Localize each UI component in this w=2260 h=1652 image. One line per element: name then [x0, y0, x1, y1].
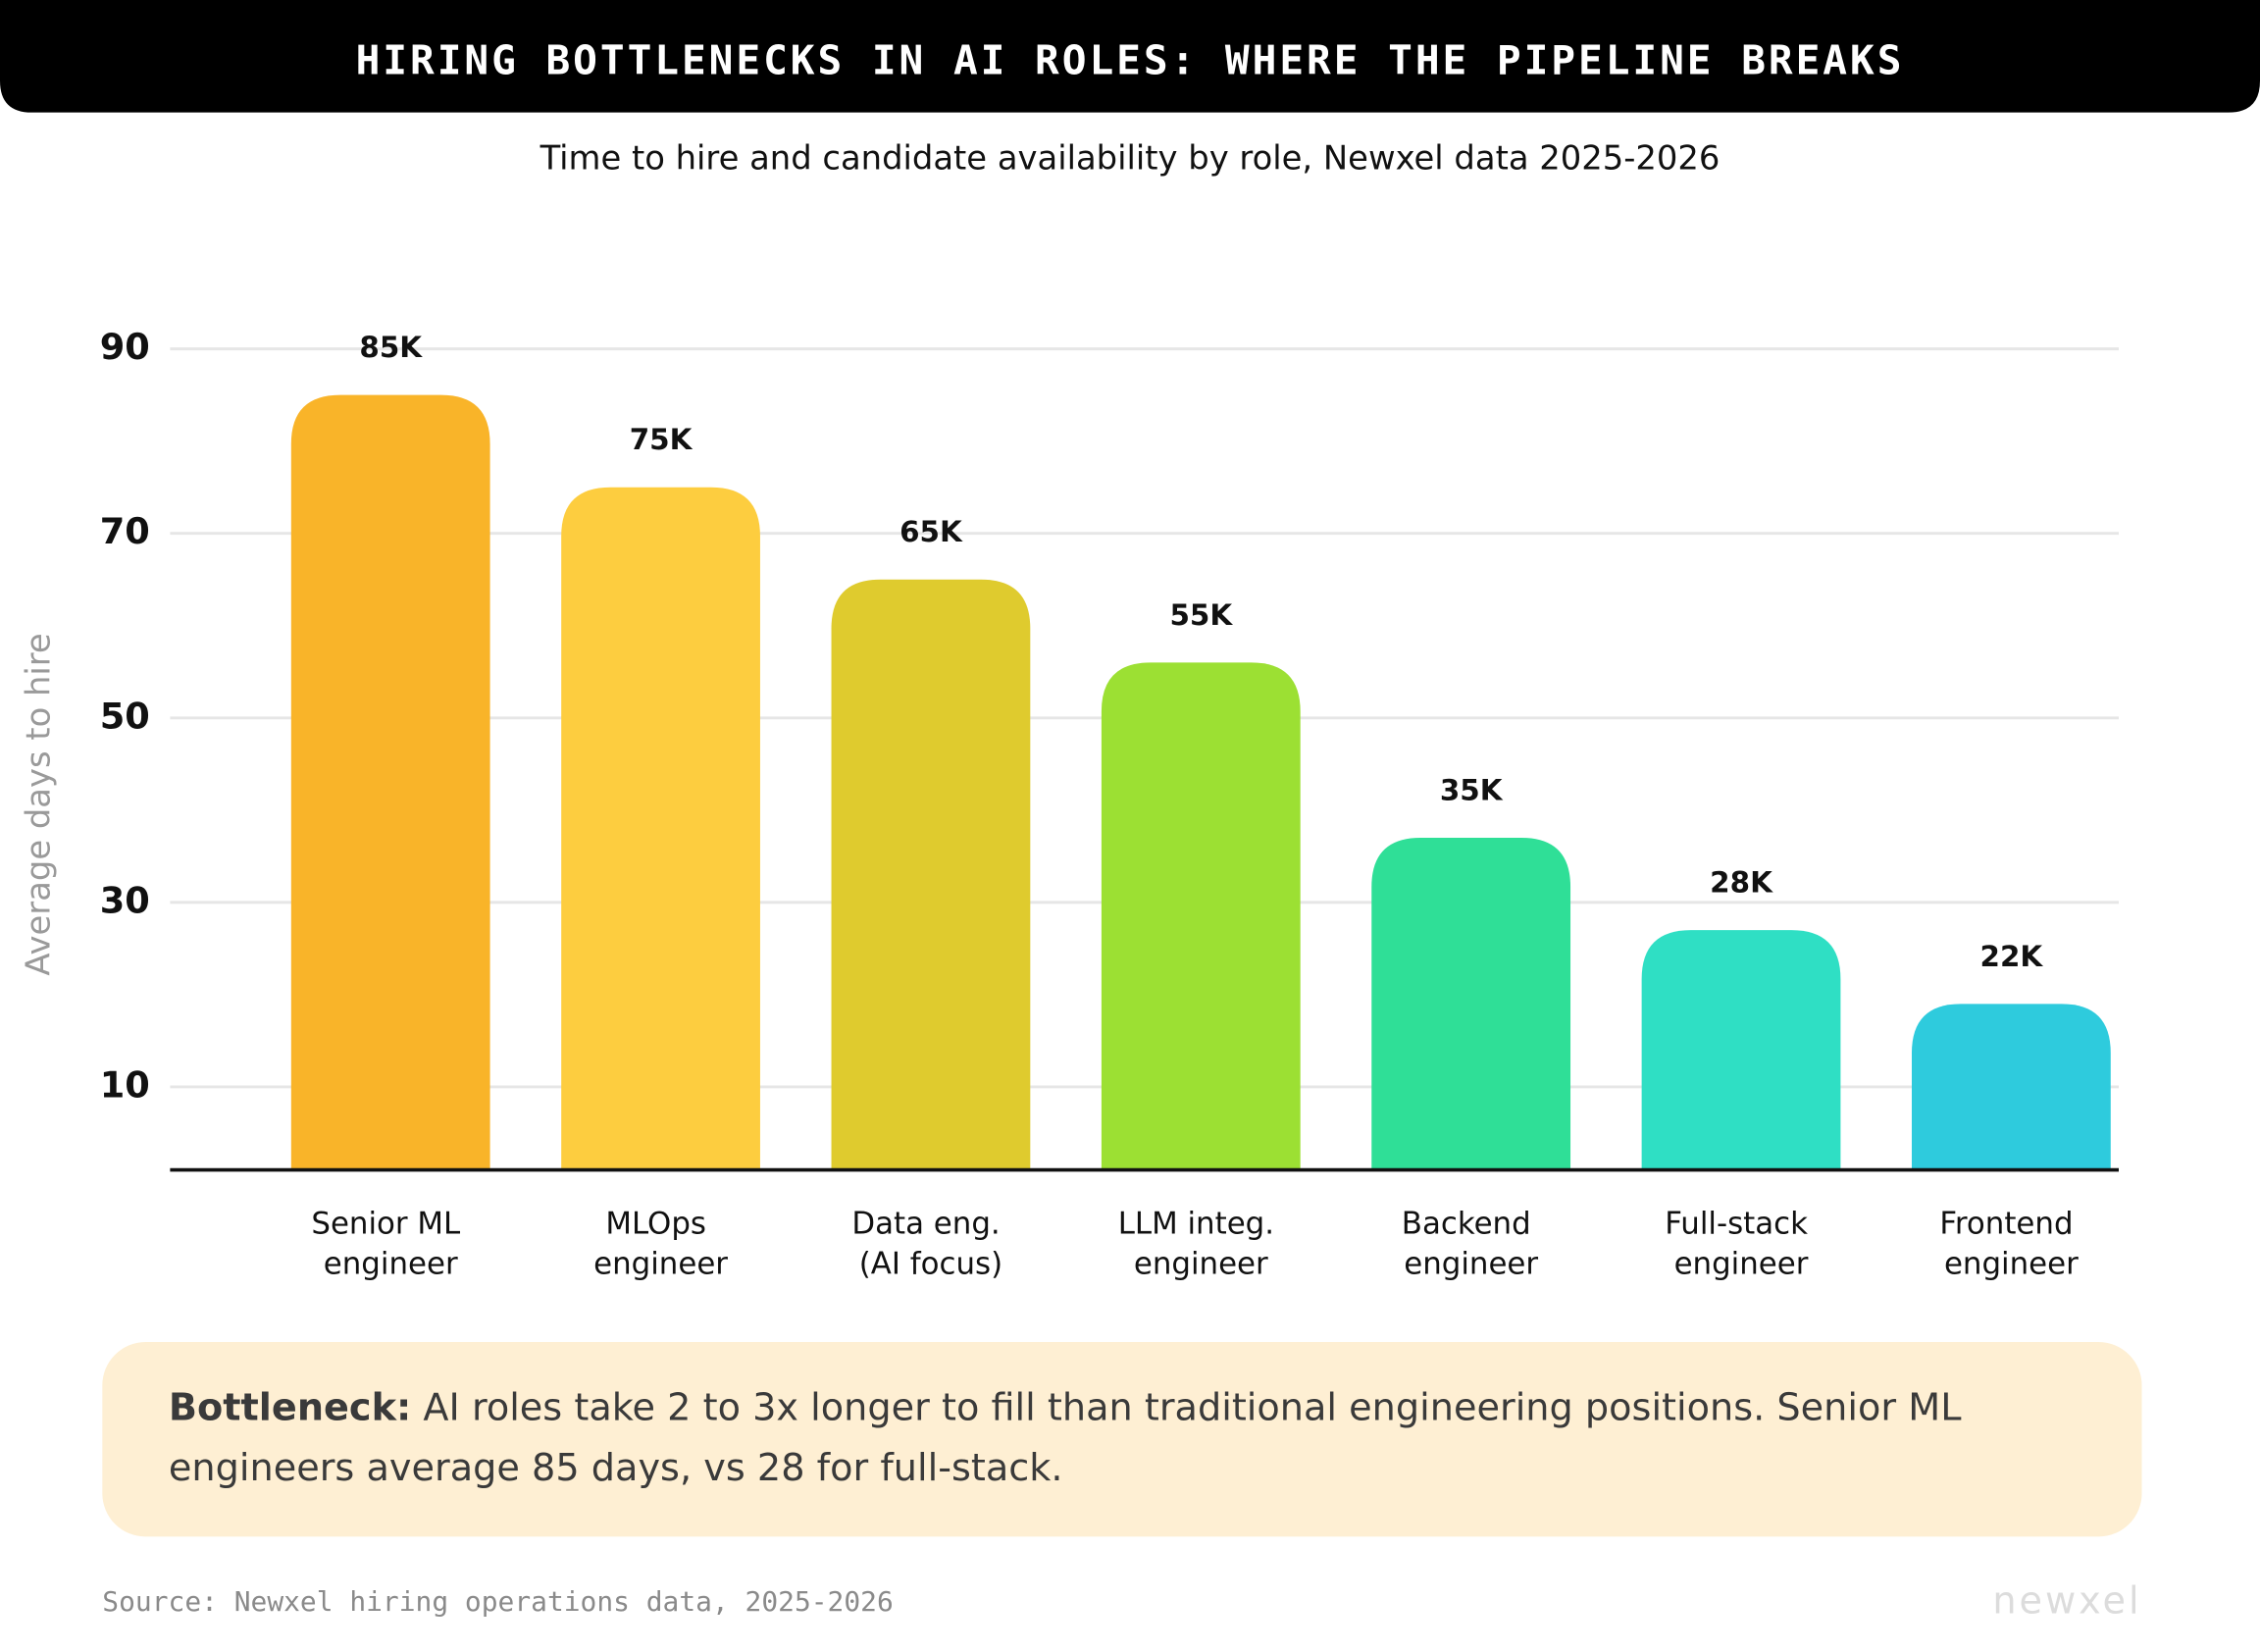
x-tick-line: (AI focus) [859, 1247, 1002, 1282]
bar-label: 85K [359, 331, 423, 364]
x-tick-line: engineer [593, 1247, 728, 1282]
bar [1101, 662, 1301, 1170]
bar-label: 65K [899, 515, 963, 548]
x-tick-line: Frontend [1939, 1207, 2082, 1242]
x-tick-line: Backend [1402, 1207, 1541, 1242]
y-tick-label: 50 [100, 695, 150, 737]
note-text: Bottleneck: AI roles take 2 to 3x longer… [169, 1378, 2072, 1499]
bar [1641, 930, 1841, 1170]
y-tick-label: 30 [100, 879, 150, 921]
y-tick-label: 70 [100, 510, 150, 552]
note-label: Bottleneck: [168, 1386, 412, 1430]
bar-label: 22K [1980, 940, 2044, 973]
x-tick-line: Senior ML [311, 1207, 470, 1242]
bar [561, 487, 760, 1170]
bar [1911, 1004, 2111, 1170]
x-tick-label: Data eng. (AI focus) [851, 1207, 1009, 1282]
note-body: AI roles take 2 to 3x longer to fill tha… [168, 1386, 1962, 1491]
x-tick-label: LLM integ. engineer [1118, 1207, 1284, 1282]
header-bar [0, 0, 2260, 113]
source: Source: Newxel hiring operations data, 2… [102, 1585, 893, 1618]
bar-label: 55K [1169, 598, 1233, 632]
x-tick-line: engineer [1674, 1247, 1809, 1282]
x-tick-line: Data eng. [851, 1207, 1009, 1242]
note: Bottleneck: AI roles take 2 to 3x longer… [169, 1378, 2072, 1499]
note-box [102, 1342, 2142, 1537]
x-tick-line: engineer [1134, 1247, 1268, 1282]
bar-label: 28K [1710, 866, 1773, 900]
y-tick-label: 90 [100, 326, 150, 368]
brand: newxel [1992, 1580, 2141, 1624]
chart-subtitle: Time to hire and candidate availability … [539, 139, 1721, 178]
x-tick-line: LLM integ. [1118, 1207, 1284, 1242]
x-tick-label: Full-stack engineer [1665, 1207, 1818, 1282]
y-axis-label: Average days to hire [20, 633, 58, 975]
bar-label: 75K [630, 423, 693, 456]
x-tick-label: Frontend engineer [1939, 1207, 2082, 1282]
bar [290, 394, 490, 1170]
bar [1371, 838, 1571, 1170]
chart-title: HIRING BOTTLENECKS IN AI ROLES: WHERE TH… [356, 37, 1905, 84]
x-tick-label: Senior ML engineer [311, 1207, 470, 1282]
x-tick-label: MLOps engineer [593, 1207, 728, 1282]
x-tick-line: MLOps [605, 1207, 715, 1242]
x-tick-label: Backend engineer [1402, 1207, 1541, 1282]
x-tick-line: engineer [1404, 1247, 1538, 1282]
y-tick-label: 10 [100, 1063, 150, 1106]
x-tick-line: Full-stack [1665, 1207, 1818, 1242]
bar-label: 35K [1440, 774, 1504, 807]
bar [831, 579, 1031, 1170]
x-tick-line: engineer [324, 1247, 458, 1282]
x-tick-line: engineer [1944, 1247, 2079, 1282]
